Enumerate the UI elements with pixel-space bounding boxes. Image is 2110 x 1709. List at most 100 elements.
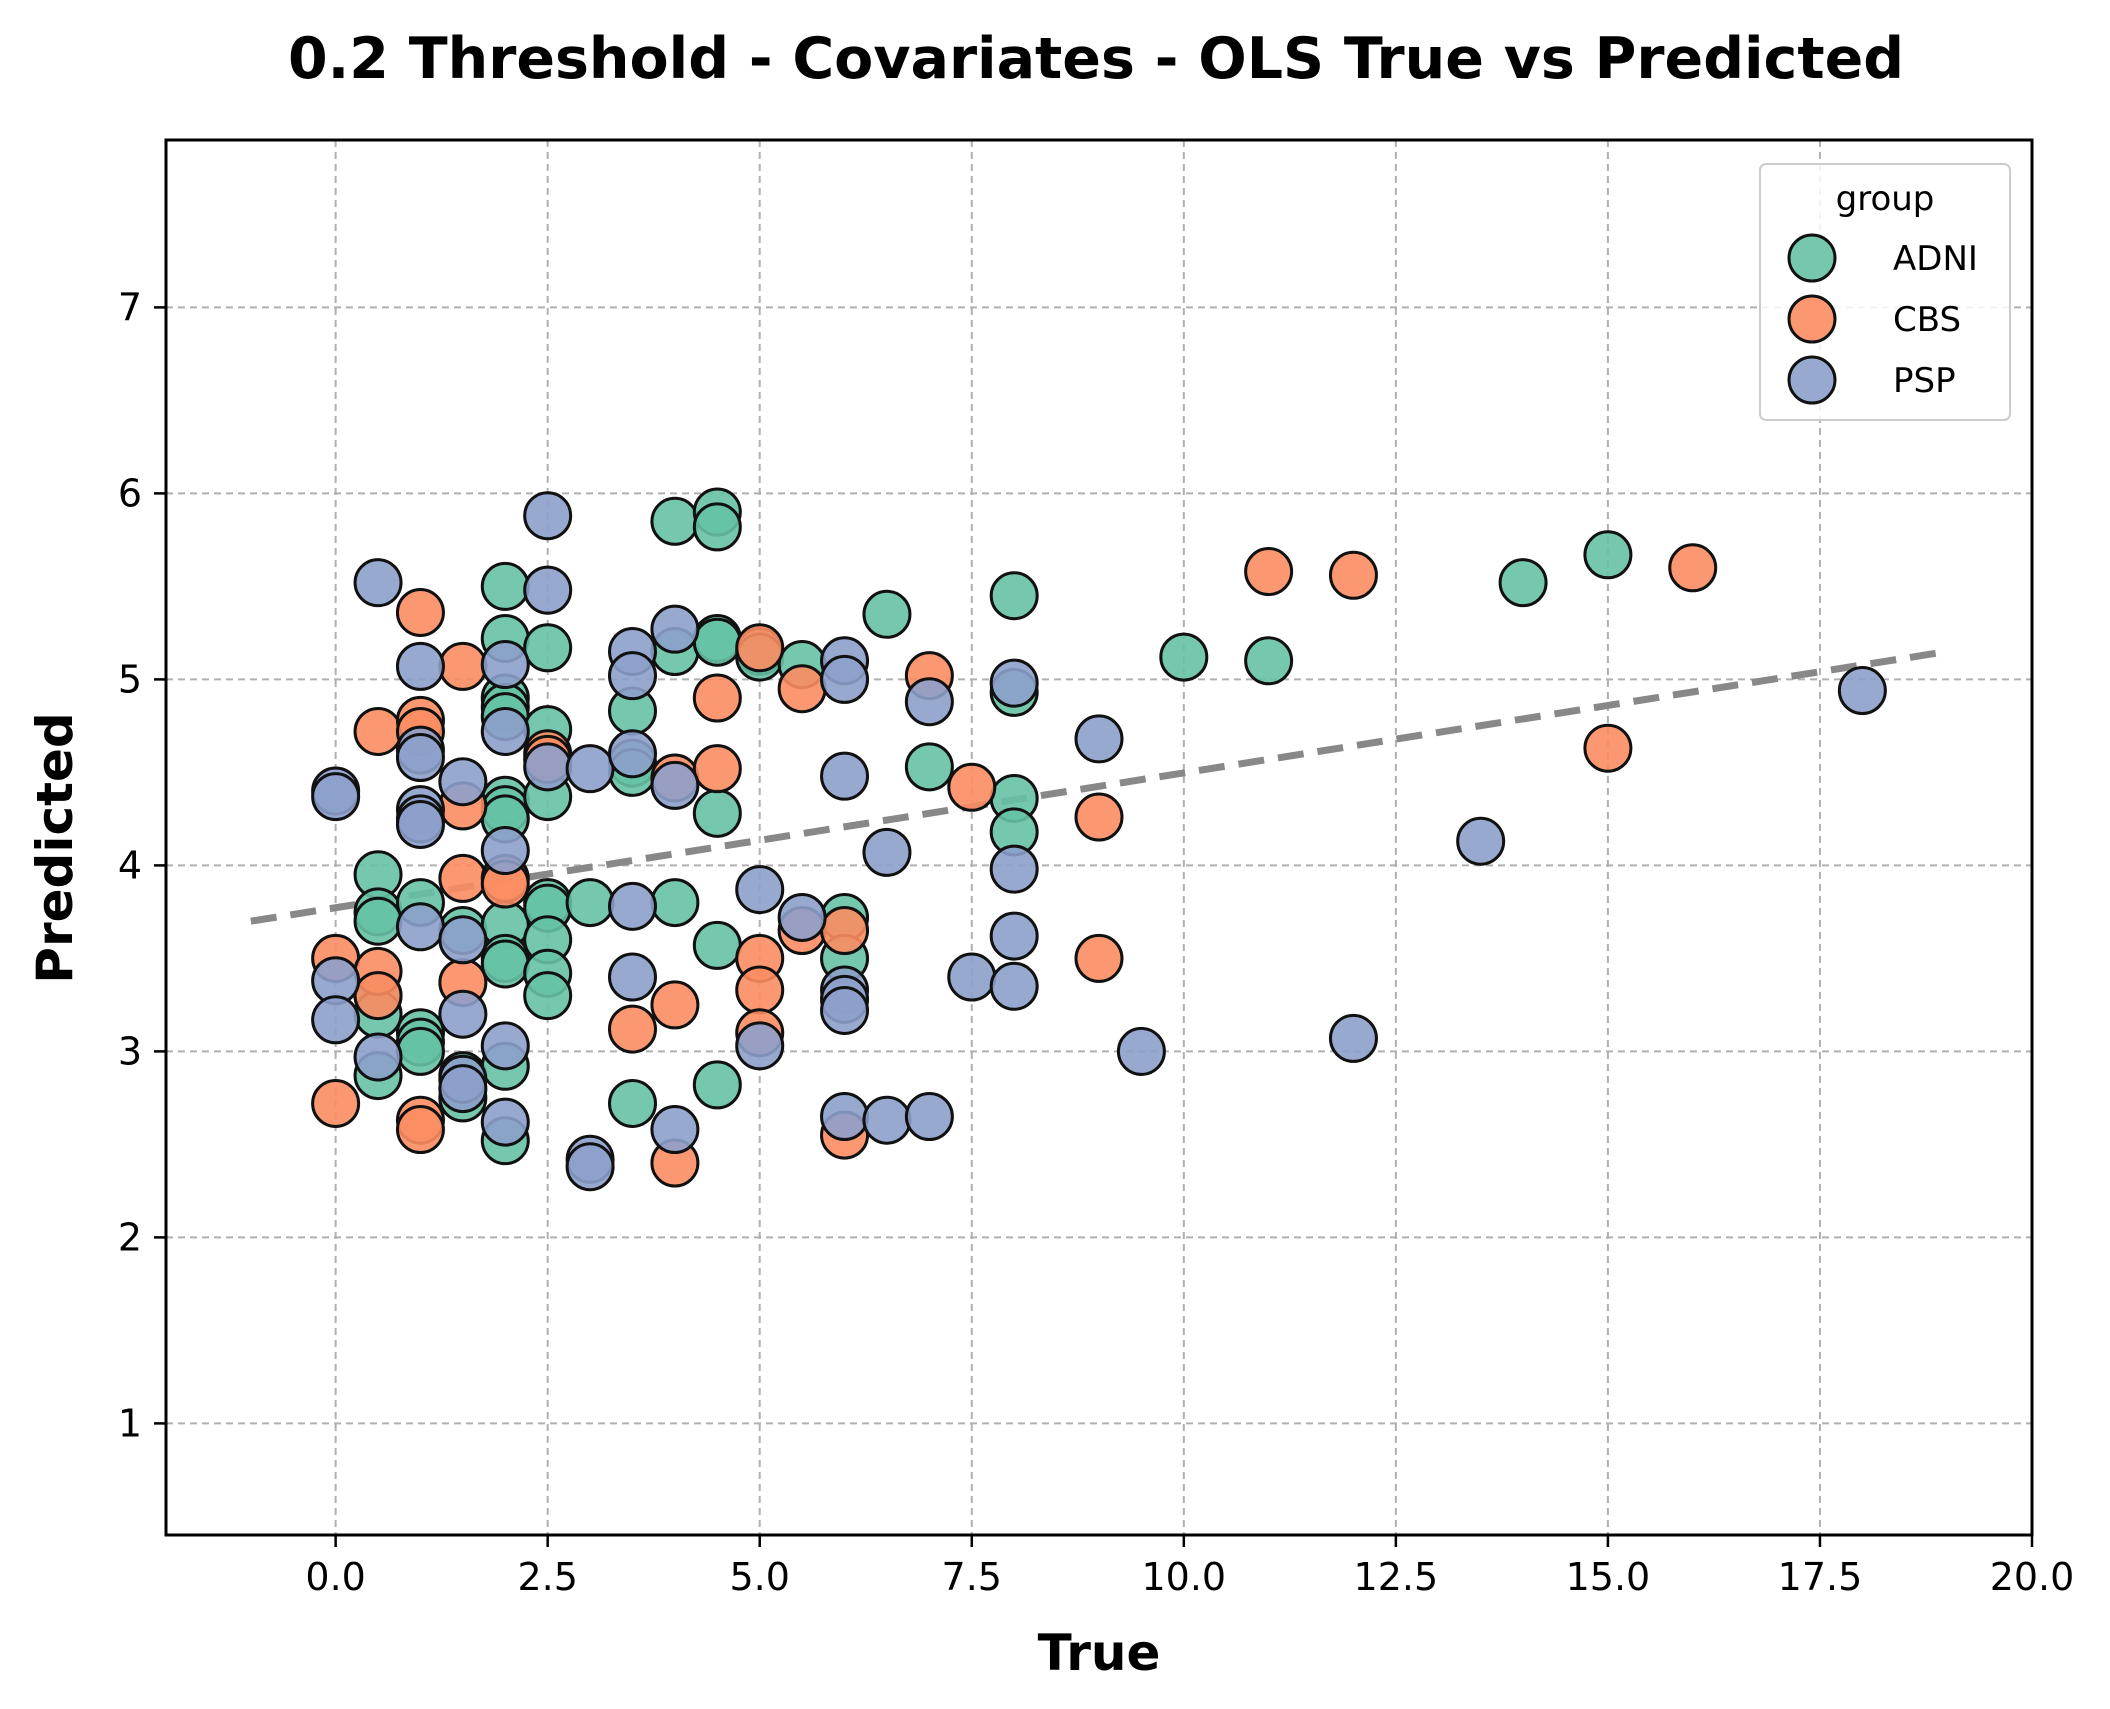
data-point-cbs	[1244, 547, 1294, 597]
data-point-adni	[989, 571, 1039, 621]
data-point-psp	[1456, 816, 1506, 866]
data-point-psp	[565, 1142, 615, 1192]
legend-label-cbs: CBS	[1893, 300, 1961, 340]
legend-marker-adni	[1787, 233, 1837, 283]
data-point-psp	[904, 1092, 954, 1141]
data-point-adni	[353, 896, 403, 946]
legend-box	[1759, 163, 2011, 421]
data-point-cbs	[1668, 543, 1718, 593]
chart-title: 0.2 Threshold - Covariates - OLS True vs…	[288, 26, 1904, 92]
data-point-cbs	[353, 971, 403, 1021]
data-point-psp	[1328, 1013, 1378, 1063]
data-point-cbs	[1583, 723, 1633, 773]
data-point-adni	[692, 502, 742, 552]
data-point-psp	[650, 604, 700, 654]
y-tick-label: 3	[118, 1029, 142, 1073]
data-points	[311, 487, 1887, 1192]
data-point-adni	[692, 920, 742, 970]
data-point-adni	[1498, 558, 1548, 608]
data-point-psp	[480, 826, 530, 876]
data-point-cbs	[311, 1078, 361, 1128]
x-tick-label: 20.0	[1990, 1555, 2075, 1599]
data-point-psp	[395, 641, 445, 691]
y-axis-ticks: 1 2 3 4 5 6 7	[118, 285, 166, 1445]
data-point-psp	[480, 1021, 530, 1071]
data-point-adni	[565, 878, 615, 928]
data-point-psp	[438, 757, 488, 807]
data-point-psp	[820, 1092, 870, 1141]
data-point-psp	[1837, 666, 1887, 716]
data-point-psp	[523, 565, 573, 615]
data-point-psp	[820, 985, 870, 1035]
legend-label-adni: ADNI	[1893, 239, 1978, 279]
data-point-cbs	[1074, 933, 1124, 983]
data-point-cbs	[438, 853, 488, 903]
x-tick-label: 5.0	[730, 1555, 790, 1599]
data-point-psp	[311, 772, 361, 822]
legend-marker-cbs	[1787, 294, 1837, 344]
x-axis-ticks: 0.0 2.5 5.0 7.5 10.0 12.5 15.0 17.5 20.0	[305, 1535, 2074, 1599]
data-point-psp	[820, 751, 870, 801]
data-point-psp	[608, 881, 657, 931]
data-point-cbs	[608, 1004, 657, 1054]
data-point-psp	[735, 1021, 785, 1071]
y-tick-label: 4	[118, 843, 142, 887]
data-point-psp	[989, 961, 1039, 1011]
x-tick-label: 17.5	[1778, 1555, 1863, 1599]
data-point-cbs	[735, 965, 785, 1015]
x-tick-label: 12.5	[1354, 1555, 1439, 1599]
data-point-adni	[692, 617, 742, 667]
data-point-psp	[353, 1032, 403, 1082]
trend-line-group	[250, 648, 1948, 925]
data-point-psp	[904, 677, 954, 727]
data-point-psp	[480, 706, 530, 756]
y-tick-label: 2	[118, 1215, 142, 1259]
data-point-psp	[608, 952, 657, 1002]
data-point-psp	[480, 640, 530, 690]
data-point-psp	[989, 658, 1039, 708]
data-point-adni	[1583, 530, 1633, 580]
plot-frame	[164, 138, 2034, 1537]
data-point-psp	[1074, 714, 1124, 764]
data-point-psp	[862, 827, 912, 877]
data-point-psp	[438, 1064, 488, 1114]
trend-line	[250, 648, 1948, 925]
data-point-adni	[692, 788, 742, 838]
y-tick-label: 7	[118, 285, 142, 329]
legend: group ADNI CBS PSP	[1759, 163, 2011, 421]
data-point-psp	[820, 654, 870, 704]
data-point-adni	[480, 939, 530, 989]
data-point-cbs	[820, 906, 870, 955]
data-point-cbs	[395, 1105, 445, 1155]
data-point-adni	[692, 1060, 742, 1110]
x-tick-label: 7.5	[942, 1555, 1002, 1599]
data-point-adni	[650, 496, 700, 546]
x-axis-label: True	[1038, 1624, 1161, 1682]
y-tick-label: 6	[118, 471, 142, 515]
y-tick-label: 1	[118, 1401, 142, 1445]
data-point-adni	[904, 742, 954, 792]
data-point-adni	[650, 878, 700, 928]
data-point-adni	[480, 561, 530, 611]
x-tick-label: 15.0	[1566, 1555, 1651, 1599]
data-point-psp	[989, 911, 1039, 961]
data-point-cbs	[1328, 550, 1378, 600]
legend-title: group	[1836, 179, 1935, 219]
data-point-cbs	[947, 762, 997, 812]
data-point-adni	[1159, 632, 1209, 682]
data-point-psp	[353, 558, 403, 608]
data-point-psp	[311, 995, 361, 1045]
y-tick-label: 5	[118, 657, 142, 701]
legend-items: ADNI CBS PSP	[1787, 233, 1978, 405]
data-point-psp	[608, 729, 657, 779]
data-point-psp	[1116, 1026, 1166, 1076]
legend-label-psp: PSP	[1893, 361, 1956, 401]
data-point-cbs	[650, 980, 700, 1030]
data-point-psp	[565, 744, 615, 794]
data-point-psp	[480, 1097, 530, 1147]
data-point-psp	[438, 989, 488, 1039]
data-point-adni	[862, 589, 912, 639]
data-point-psp	[395, 733, 445, 783]
data-point-psp	[523, 742, 573, 792]
